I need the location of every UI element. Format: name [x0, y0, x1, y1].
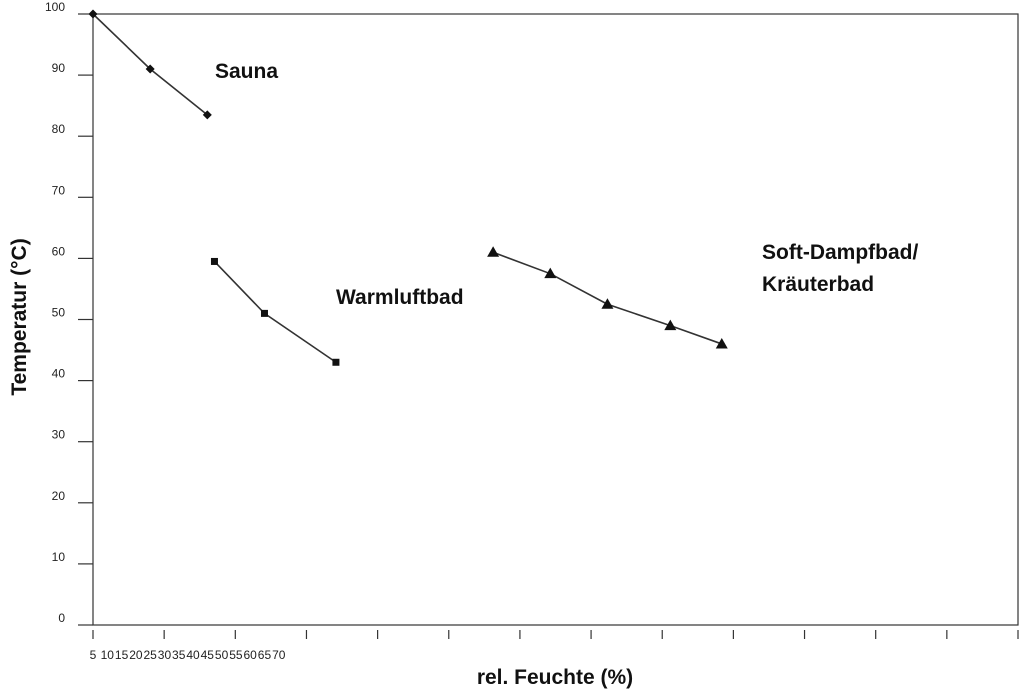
- x-tick-label: 40: [186, 648, 200, 662]
- series-label-dampfbad-line-2: Kräuterbad: [762, 273, 874, 296]
- x-tick-label: 45: [201, 648, 215, 662]
- x-tick-label: 50: [215, 648, 229, 662]
- y-tick-label: 100: [45, 0, 65, 14]
- series-line: [492, 251, 723, 345]
- series-label-sauna: Sauna: [215, 60, 278, 83]
- x-axis-title: rel. Feuchte (%): [477, 666, 633, 689]
- series-0: [88, 9, 212, 120]
- data-point: [332, 358, 340, 366]
- y-tick-label: 50: [52, 306, 66, 320]
- y-tick-label: 90: [52, 61, 66, 75]
- data-point: [601, 298, 614, 309]
- y-tick-label: 30: [52, 428, 66, 442]
- x-tick-label: 15: [115, 648, 129, 662]
- y-tick-label: 60: [52, 244, 66, 258]
- series-layer: [88, 9, 728, 366]
- y-tick-label: 80: [52, 122, 66, 136]
- data-point: [202, 110, 212, 120]
- y-tick-label: 10: [52, 550, 66, 564]
- data-point: [210, 257, 218, 265]
- data-point: [715, 337, 728, 349]
- data-point: [88, 9, 98, 19]
- x-tick-label: 70: [272, 648, 286, 662]
- data-point: [544, 267, 557, 279]
- y-tick-label: 0: [58, 611, 65, 625]
- y-tick-label: 40: [52, 367, 66, 381]
- x-tick-label: 65: [258, 648, 272, 662]
- y-axis: 0 10 20 30 40 50 60 70 80 90 100: [45, 0, 93, 626]
- data-point: [145, 64, 155, 74]
- data-point: [260, 309, 268, 317]
- y-tick-label: 20: [52, 489, 66, 503]
- y-axis-title: Temperatur (°C): [8, 238, 31, 395]
- y-tick-label: 70: [52, 183, 66, 197]
- x-tick-label: 10: [101, 648, 115, 662]
- x-tick-label: 30: [158, 648, 172, 662]
- x-tick-label: 55: [229, 648, 243, 662]
- x-axis: 5 10 15 20 25 30 35 40 45 50 55 60 65 70: [90, 630, 1019, 662]
- plot-frame: [92, 13, 1019, 626]
- series-line: [92, 13, 208, 116]
- x-tick-label: 5: [90, 648, 97, 662]
- series-label-warmluftbad: Warmluftbad: [336, 286, 464, 309]
- x-tick-label: 35: [172, 648, 186, 662]
- data-point: [487, 246, 500, 257]
- series-label-dampfbad-line-1: Soft-Dampfbad/: [762, 241, 918, 264]
- x-tick-label: 25: [143, 648, 157, 662]
- series-2: [487, 246, 728, 349]
- x-tick-label: 60: [244, 648, 258, 662]
- series-labels: Sauna Warmluftbad Soft-Dampfbad/ Kräuter…: [215, 60, 918, 309]
- x-tick-label: 20: [129, 648, 143, 662]
- data-point: [664, 319, 677, 331]
- series-line: [213, 260, 337, 363]
- series-1: [210, 257, 340, 366]
